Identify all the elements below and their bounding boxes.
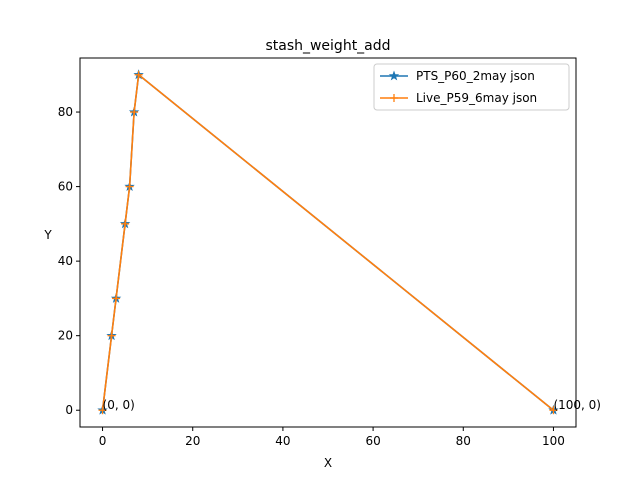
y-axis-ticks: 0 20 40 60 80 xyxy=(58,105,80,417)
y-tick-label: 40 xyxy=(58,254,73,268)
x-tick-label: 80 xyxy=(456,434,471,448)
x-axis-label: X xyxy=(324,456,332,470)
x-tick-label: 40 xyxy=(275,434,290,448)
point-annotation: (0, 0) xyxy=(103,398,135,412)
x-tick-label: 0 xyxy=(99,434,107,448)
data-point xyxy=(112,294,121,303)
legend-box xyxy=(373,63,570,111)
series-line-1 xyxy=(101,73,554,411)
data-point xyxy=(121,219,130,228)
data-point xyxy=(125,182,134,191)
legend-marker xyxy=(388,70,400,81)
legend: PTS_P60_2may json Live_P59_6may json xyxy=(373,63,570,111)
x-tick-label: 20 xyxy=(185,434,200,448)
x-axis-ticks: 0 20 40 60 80 100 xyxy=(99,427,565,448)
y-tick-label: 20 xyxy=(58,329,73,343)
y-axis-label: Y xyxy=(43,228,52,242)
data-point xyxy=(98,406,107,415)
data-point xyxy=(107,331,116,340)
legend-marker xyxy=(390,94,398,102)
axes-frame xyxy=(79,57,577,428)
point-annotation: (100, 0) xyxy=(553,398,601,412)
legend-label: PTS_P60_2may json xyxy=(416,69,535,83)
chart-title: stash_weight_add xyxy=(265,38,390,54)
y-tick-label: 0 xyxy=(65,403,73,417)
data-point xyxy=(134,70,143,79)
y-tick-label: 80 xyxy=(58,105,73,119)
data-point xyxy=(549,406,558,415)
x-tick-label: 60 xyxy=(365,434,380,448)
series-line-2 xyxy=(101,73,554,411)
legend-label: Live_P59_6may json xyxy=(416,91,537,105)
plot-area: (0, 0) (100, 0) xyxy=(97,69,601,415)
y-tick-label: 60 xyxy=(58,180,73,194)
x-tick-label: 100 xyxy=(542,434,565,448)
data-point xyxy=(130,108,139,117)
